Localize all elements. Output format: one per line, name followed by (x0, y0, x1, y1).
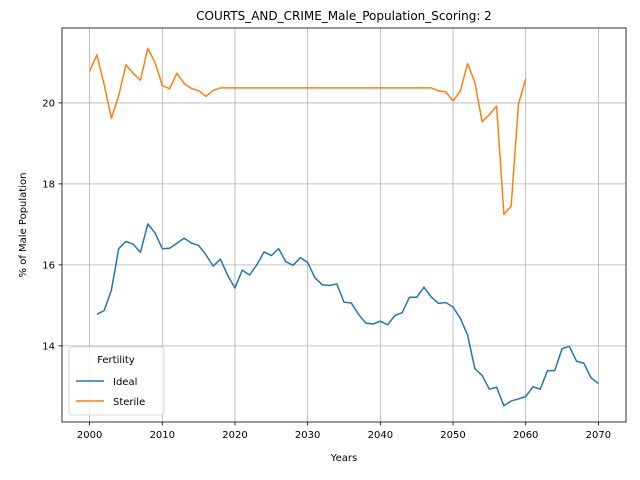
x-tick-label: 2020 (222, 430, 247, 441)
chart-title: COURTS_AND_CRIME_Male_Population_Scoring… (196, 9, 492, 23)
legend: Fertility Ideal Sterile (68, 346, 165, 416)
legend-label-sterile: Sterile (113, 397, 145, 408)
x-axis-label: Years (330, 453, 357, 464)
plot-frame (61, 27, 627, 423)
y-tick-label: 14 (42, 341, 55, 352)
y-tick-label: 18 (42, 179, 55, 190)
x-tick-label: 2040 (368, 430, 393, 441)
x-tick-label: 2010 (150, 430, 175, 441)
y-tick-label: 20 (42, 98, 55, 109)
x-tick-label: 2070 (586, 430, 611, 441)
x-tick-label: 2030 (295, 430, 320, 441)
x-tick-label: 2060 (513, 430, 538, 441)
y-axis-label: % of Male Population (18, 173, 29, 278)
legend-label-ideal: Ideal (113, 377, 137, 388)
x-tick-label: 2050 (440, 430, 465, 441)
series-lines (88, 47, 599, 407)
grid-lines (62, 28, 626, 422)
series-line-ideal (96, 223, 599, 407)
y-tick-label: 16 (42, 260, 55, 271)
x-tick-label: 2000 (77, 430, 102, 441)
legend-title: Fertility (97, 355, 135, 366)
axis-ticks: 2000 2010 2020 2030 2040 2050 2060 2070 14 16 18 20 (42, 98, 611, 441)
legend-box (68, 346, 165, 416)
series-line-sterile (88, 47, 527, 216)
